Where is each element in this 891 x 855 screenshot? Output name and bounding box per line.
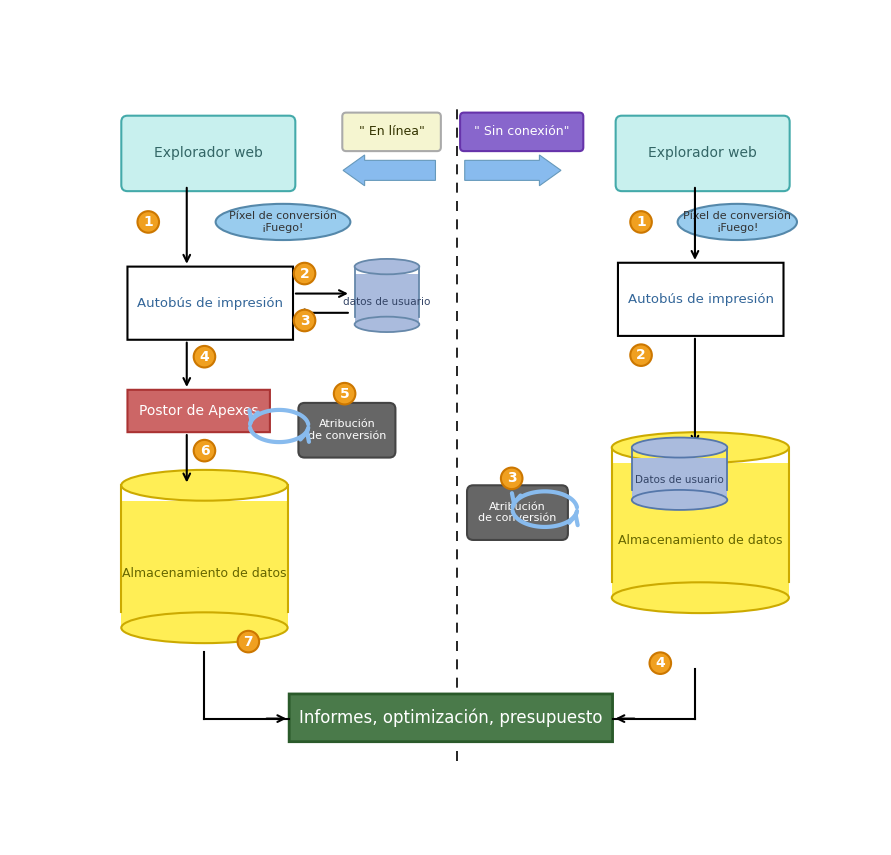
FancyBboxPatch shape <box>467 486 568 540</box>
Text: 2: 2 <box>636 348 646 363</box>
Text: Postor de Apexes: Postor de Apexes <box>139 404 258 418</box>
Circle shape <box>193 346 216 368</box>
Ellipse shape <box>612 582 789 613</box>
Ellipse shape <box>355 316 420 332</box>
Circle shape <box>334 383 356 404</box>
Ellipse shape <box>121 470 288 501</box>
Text: 1: 1 <box>636 215 646 229</box>
Text: 1: 1 <box>143 215 153 229</box>
Bar <box>632 457 727 500</box>
Ellipse shape <box>355 259 420 274</box>
Ellipse shape <box>121 612 288 643</box>
FancyBboxPatch shape <box>298 403 396 457</box>
Text: Almacenamiento de datos: Almacenamiento de datos <box>122 567 287 580</box>
FancyBboxPatch shape <box>618 262 783 336</box>
Bar <box>121 501 288 628</box>
Text: datos de usuario: datos de usuario <box>343 298 430 308</box>
Bar <box>612 463 789 598</box>
Text: 3: 3 <box>507 471 517 486</box>
FancyBboxPatch shape <box>121 115 295 192</box>
Circle shape <box>294 310 315 331</box>
FancyBboxPatch shape <box>290 694 613 741</box>
Text: Explorador web: Explorador web <box>649 146 757 161</box>
Circle shape <box>238 631 259 652</box>
Circle shape <box>501 468 522 489</box>
Text: 6: 6 <box>200 444 209 457</box>
Text: Autobús de impresión: Autobús de impresión <box>628 292 773 306</box>
Ellipse shape <box>612 432 789 463</box>
Text: Datos de usuario: Datos de usuario <box>635 475 723 485</box>
Text: Atribución
de conversión: Atribución de conversión <box>307 420 386 441</box>
Text: Explorador web: Explorador web <box>154 146 263 161</box>
Text: 4: 4 <box>656 656 666 670</box>
FancyBboxPatch shape <box>460 113 584 151</box>
Text: Informes, optimización, presupuesto: Informes, optimización, presupuesto <box>299 709 602 727</box>
Text: 4: 4 <box>200 350 209 363</box>
Circle shape <box>294 262 315 285</box>
Text: Autobús de impresión: Autobús de impresión <box>137 297 283 310</box>
Text: 3: 3 <box>299 314 309 327</box>
Circle shape <box>630 345 652 366</box>
Text: Atribución
de conversión: Atribución de conversión <box>478 502 557 523</box>
Text: Píxel de conversión
¡Fuego!: Píxel de conversión ¡Fuego! <box>229 211 337 233</box>
Text: 2: 2 <box>299 267 309 280</box>
FancyArrow shape <box>343 155 436 186</box>
Ellipse shape <box>216 203 350 240</box>
Text: 5: 5 <box>339 386 349 401</box>
Text: Píxel de conversión
¡Fuego!: Píxel de conversión ¡Fuego! <box>683 211 791 233</box>
Ellipse shape <box>678 203 797 240</box>
FancyBboxPatch shape <box>127 267 293 339</box>
Circle shape <box>650 652 671 674</box>
Text: 7: 7 <box>243 634 253 649</box>
Text: " En línea": " En línea" <box>359 126 424 139</box>
Bar <box>355 274 420 324</box>
Circle shape <box>137 211 159 233</box>
FancyBboxPatch shape <box>616 115 789 192</box>
Circle shape <box>630 211 652 233</box>
FancyBboxPatch shape <box>127 390 270 432</box>
Ellipse shape <box>632 438 727 457</box>
Ellipse shape <box>632 490 727 510</box>
Text: Almacenamiento de datos: Almacenamiento de datos <box>618 534 782 547</box>
Text: " Sin conexión": " Sin conexión" <box>474 126 569 139</box>
Circle shape <box>193 439 216 462</box>
FancyArrow shape <box>465 155 561 186</box>
FancyBboxPatch shape <box>342 113 441 151</box>
